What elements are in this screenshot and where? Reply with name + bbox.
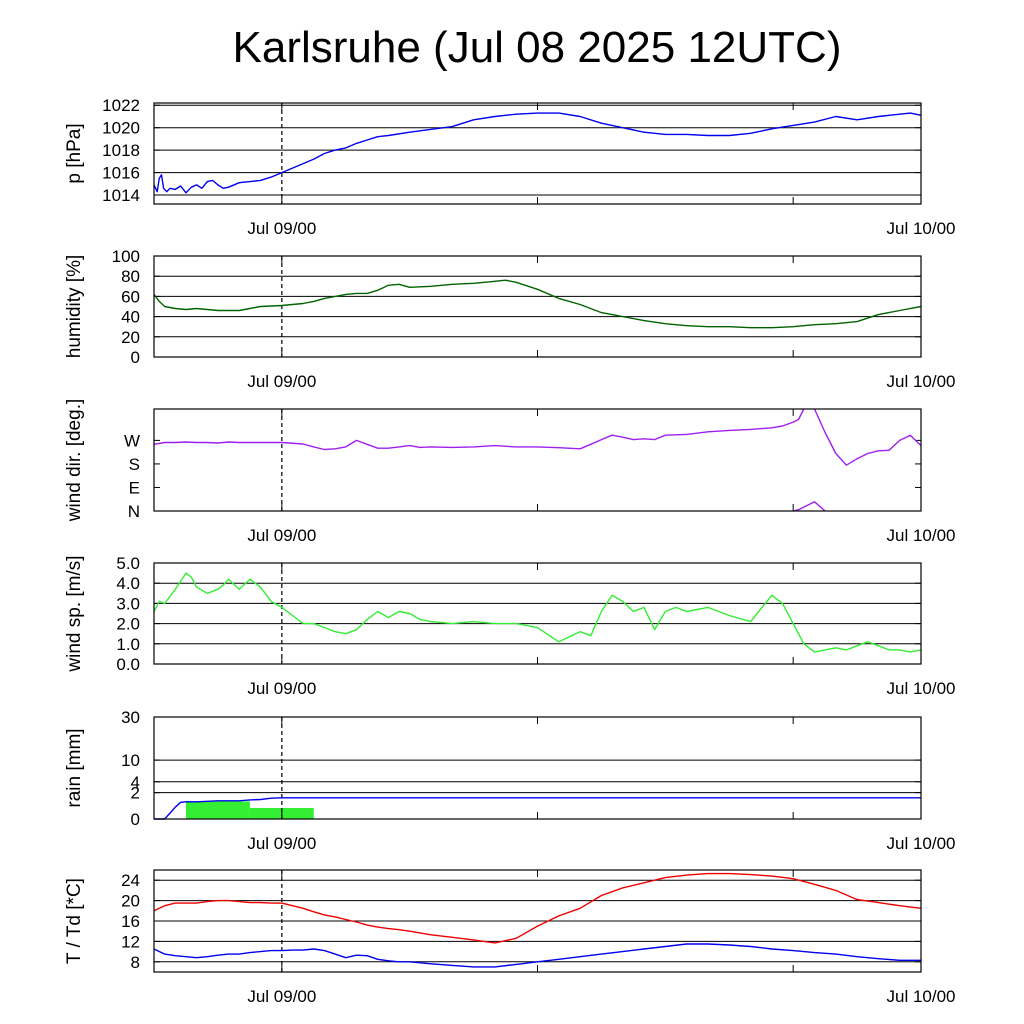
rain-x-tick-label: Jul 10/00 (887, 834, 956, 853)
wind-dir-frame (153, 408, 922, 512)
temperature-x-tick-label: Jul 09/00 (247, 987, 316, 1006)
wind-dir-y-tick-label: E (129, 478, 140, 497)
humidity-frame (153, 255, 922, 358)
pressure-y-tick-label: 1020 (102, 119, 140, 138)
rain-x-tick-label: Jul 09/00 (247, 834, 316, 853)
humidity-x-tick-label: Jul 09/00 (247, 372, 316, 391)
wind-dir-series-line (153, 408, 922, 466)
wind-speed-y-tick-label: 5.0 (116, 554, 140, 573)
wind-dir-series-line (793, 501, 826, 512)
rain-frame (153, 716, 922, 820)
temperature-y-tick-label: 20 (121, 892, 140, 911)
humidity-y-tick-label: 40 (121, 308, 140, 327)
wind-speed-x-tick-label: Jul 09/00 (247, 679, 316, 698)
temperature-y-tick-label: 24 (121, 871, 140, 890)
wind-speed-y-tick-label: 3.0 (116, 594, 140, 613)
temperature-x-tick-label: Jul 10/00 (887, 987, 956, 1006)
pressure-panel: 1014 1016 1018 1020 1022 p [hPa] Jul 09/00 Jul … (64, 96, 956, 238)
rain-y-tick-label: 10 (121, 751, 140, 770)
wind-speed-x-tick-label: Jul 10/00 (887, 679, 956, 698)
humidity-y-axis-label: humidity [%] (64, 255, 85, 358)
pressure-frame (153, 102, 922, 205)
temperature-series-line (153, 943, 921, 968)
wind-dir-y-axis-label: wind dir. [deg.] (64, 399, 85, 523)
rain-bar (185, 801, 250, 819)
rain-panel: 0 24 10 30 rain [mm] Jul 09/00 Jul 10/00 (64, 708, 956, 853)
wind-speed-y-axis-label: wind sp. [m/s] (64, 555, 85, 672)
humidity-y-tick-label: 80 (121, 267, 140, 286)
wind-dir-y-tick-label: N (128, 502, 140, 521)
pressure-y-tick-label: 1022 (102, 96, 140, 115)
pressure-x-tick-label: Jul 09/00 (247, 219, 316, 238)
humidity-y-tick-label: 100 (112, 247, 140, 266)
rain-y-tick-label: 2 (131, 784, 140, 803)
humidity-y-tick-label: 0 (131, 348, 140, 367)
wind-dir-x-tick-label: Jul 10/00 (887, 526, 956, 545)
wind-speed-y-tick-label: 2.0 (116, 615, 140, 634)
pressure-y-tick-label: 1014 (102, 186, 140, 205)
temperature-y-tick-label: 16 (121, 912, 140, 931)
rain-y-tick-label: 4 (131, 773, 140, 792)
humidity-y-tick-label: 60 (121, 287, 140, 306)
chart-title: Karlsruhe (Jul 08 2025 12UTC) (233, 23, 842, 72)
pressure-y-tick-label: 1018 (102, 141, 140, 160)
wind-dir-x-tick-label: Jul 09/00 (247, 526, 316, 545)
temperature-y-tick-label: 8 (131, 953, 140, 972)
pressure-series-line (153, 112, 922, 194)
wind-speed-y-tick-label: 1.0 (116, 635, 140, 654)
wind-speed-y-tick-label: 0.0 (116, 655, 140, 674)
wind-speed-series-line (153, 572, 922, 653)
wind-dir-y-tick-label: W (124, 431, 140, 450)
pressure-y-axis-label: p [hPa] (64, 123, 85, 183)
wind-speed-panel: 0.01.02.0 3.04.05.0 wind sp. [m/s] Jul 09/0… (64, 554, 956, 698)
wind-dir-y-tick-label: S (129, 455, 140, 474)
temperature-y-tick-label: 12 (121, 932, 140, 951)
rain-y-tick-label: 0 (131, 810, 140, 829)
wind-speed-frame (153, 562, 922, 665)
pressure-x-tick-label: Jul 10/00 (887, 219, 956, 238)
humidity-y-tick-label: 20 (121, 328, 140, 347)
temperature-y-axis-label: T / Td [*C] (64, 878, 85, 964)
temperature-series-line (153, 872, 922, 944)
rain-y-axis-label: rain [mm] (64, 728, 85, 807)
wind-speed-y-tick-label: 4.0 (116, 574, 140, 593)
humidity-x-tick-label: Jul 10/00 (887, 372, 956, 391)
rain-y-tick-label: 30 (121, 708, 140, 727)
pressure-y-tick-label: 1016 (102, 164, 140, 183)
temperature-frame (153, 869, 922, 973)
rain-series-line (154, 797, 921, 820)
humidity-series-line (153, 279, 922, 329)
